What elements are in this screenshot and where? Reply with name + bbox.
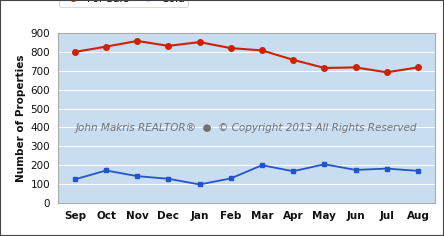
Text: John Makris REALTOR®  ●  © Copyright 2013 All Rights Reserved: John Makris REALTOR® ● © Copyright 2013 … [75, 123, 417, 133]
Legend: For Sale, Sold: For Sale, Sold [59, 0, 188, 7]
Y-axis label: Number of Properties: Number of Properties [16, 54, 26, 182]
